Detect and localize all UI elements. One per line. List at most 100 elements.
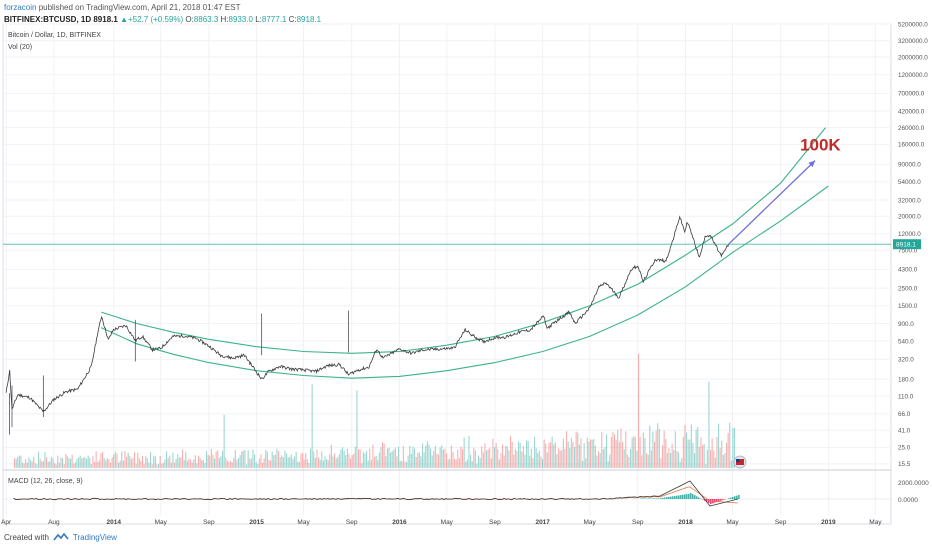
x-tick-label: May xyxy=(869,519,882,526)
flag-icon[interactable] xyxy=(733,455,747,469)
volume-bar xyxy=(346,448,348,468)
volume-bar xyxy=(673,450,675,468)
volume-bar xyxy=(718,423,720,468)
volume-bar xyxy=(314,457,316,468)
volume-bar xyxy=(518,441,520,468)
y-tick-label: 700000.0 xyxy=(898,91,925,98)
volume-bar xyxy=(625,431,627,468)
volume-bar xyxy=(142,455,144,468)
volume-bar xyxy=(266,451,268,468)
volume-bar xyxy=(50,456,52,468)
volume-bar xyxy=(633,436,635,468)
volume-bar xyxy=(375,455,377,468)
volume-bar xyxy=(622,442,624,468)
y-tick-label: 5200000.0 xyxy=(898,21,928,28)
x-tick-label: May xyxy=(726,519,739,526)
volume-bar xyxy=(286,453,288,468)
volume-bar xyxy=(252,449,254,468)
volume-bar xyxy=(503,455,505,468)
volume-bar xyxy=(337,456,339,468)
volume-bar xyxy=(310,448,312,468)
volume-bar xyxy=(404,461,406,468)
volume-bar xyxy=(578,444,580,468)
volume-bar xyxy=(494,447,496,468)
macd-histogram-bar xyxy=(660,498,662,499)
volume-bar xyxy=(359,449,361,468)
volume-bar xyxy=(644,438,646,468)
volume-bar xyxy=(409,445,411,468)
price-axis[interactable]: 5200000.0 3200000.0 2000000.0 1200000.0 7000… xyxy=(898,21,928,468)
author-link[interactable]: forzacoin xyxy=(4,3,37,12)
last-price-badge-bg xyxy=(893,239,921,250)
volume-bar xyxy=(162,462,164,468)
volume-bar xyxy=(652,431,654,468)
volume-bar xyxy=(358,449,360,468)
volume-bar xyxy=(497,448,499,468)
volume-bar xyxy=(524,454,526,468)
volume-bar xyxy=(273,455,275,468)
volume-bar xyxy=(186,460,188,468)
volume-legend: Vol (20) xyxy=(8,44,33,51)
series-legend: Bitcoin / Dollar, 1D, BITFINEX xyxy=(8,32,101,39)
volume-bar xyxy=(306,459,308,468)
volume-bar xyxy=(31,461,33,468)
tradingview-brand-link[interactable]: TradingView xyxy=(72,533,117,542)
y-tick-label: 3200000.0 xyxy=(898,38,928,45)
volume-bar xyxy=(137,452,139,468)
volume-bar xyxy=(159,456,161,468)
volume-bar xyxy=(436,453,438,468)
volume-bar xyxy=(78,457,80,468)
volume-bar xyxy=(263,458,265,468)
volume-bars xyxy=(14,353,736,468)
y-tick-label: 2000000.0 xyxy=(898,54,928,61)
volume-bar xyxy=(108,459,110,468)
volume-bar xyxy=(39,458,41,468)
volume-bar xyxy=(90,464,92,468)
volume-bar xyxy=(102,452,104,468)
volume-bar xyxy=(249,458,251,468)
volume-bar xyxy=(94,461,96,468)
volume-bar xyxy=(63,464,65,468)
volume-bar xyxy=(492,438,494,468)
volume-bar xyxy=(130,458,132,468)
y-tick-label: 260000.0 xyxy=(898,125,925,132)
macd-axis: 2000.0000 0.0000 xyxy=(898,480,929,504)
volume-bar xyxy=(105,460,107,468)
volume-bar xyxy=(361,463,363,468)
y-tick-label: 2500.0 xyxy=(898,285,918,292)
low-value: 8777.1 xyxy=(261,15,287,24)
volume-bar xyxy=(87,455,89,468)
volume-bar xyxy=(340,449,342,468)
volume-bar xyxy=(473,447,475,468)
volume-bar xyxy=(415,456,417,468)
volume-bar xyxy=(410,453,412,468)
volume-bar xyxy=(700,437,702,468)
volume-bar xyxy=(298,461,300,468)
volume-bar xyxy=(183,459,185,468)
volume-bar xyxy=(615,439,617,468)
volume-bar xyxy=(230,461,232,468)
macd-histogram-bar xyxy=(684,494,686,499)
volume-bar xyxy=(470,454,472,468)
open-label: O: xyxy=(185,15,194,24)
volume-bar xyxy=(265,450,267,468)
volume-bar xyxy=(601,431,603,468)
volume-bar xyxy=(28,457,30,468)
volume-bar xyxy=(324,456,326,468)
volume-bar xyxy=(572,441,574,468)
volume-bar xyxy=(734,428,736,468)
time-axis[interactable]: Apr Aug 2014 May Sep 2015 May Sep 2016 May Sep 2017… xyxy=(1,519,882,526)
volume-bar xyxy=(662,445,664,468)
macd-histogram-bar xyxy=(676,495,678,499)
volume-bar xyxy=(44,451,46,468)
macd-histogram-bar xyxy=(670,496,672,499)
y-tick-label: 54000.0 xyxy=(898,179,921,186)
volume-bar xyxy=(489,447,491,468)
y-tick-label: 540.0 xyxy=(898,338,914,345)
volume-bar xyxy=(537,453,539,468)
volume-bar xyxy=(222,450,224,468)
volume-bar xyxy=(697,427,699,468)
x-tick-label: Sep xyxy=(346,519,358,526)
volume-bar xyxy=(534,436,536,468)
